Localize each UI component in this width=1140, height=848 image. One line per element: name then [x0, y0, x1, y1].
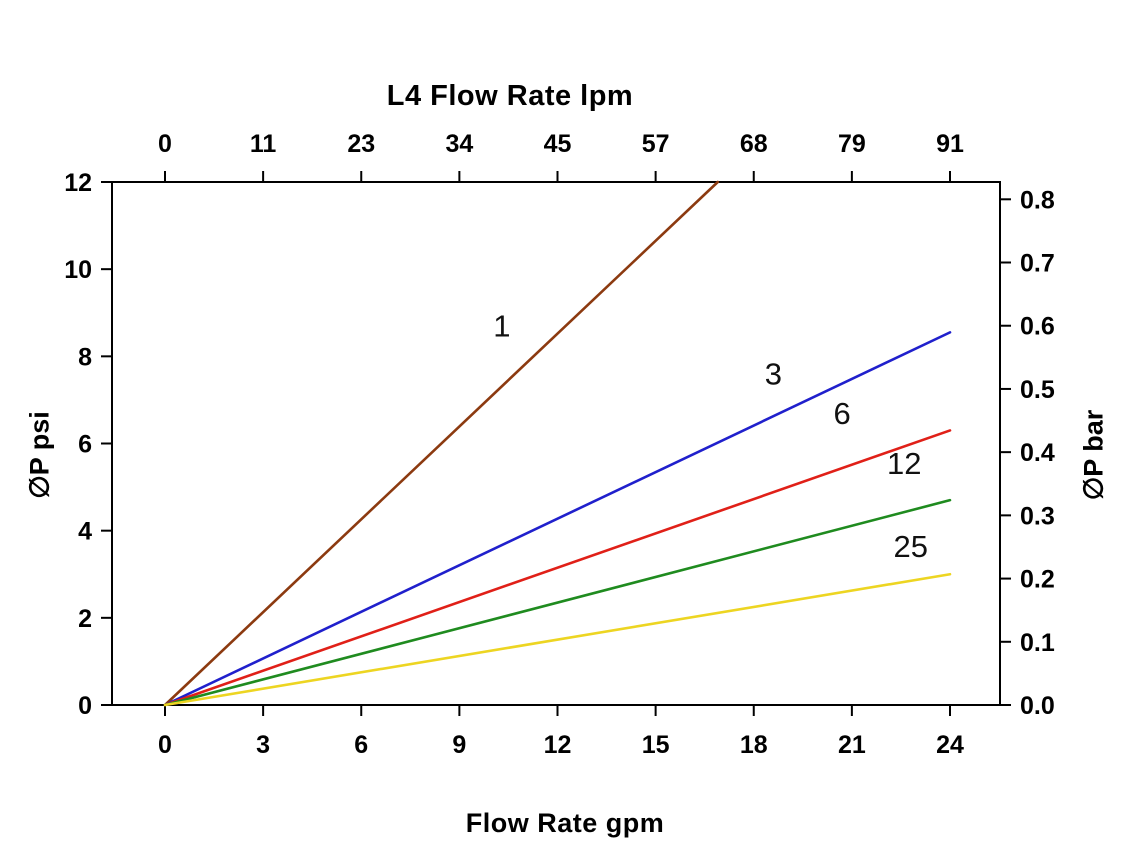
x2-axis-tick-label: 0 — [158, 130, 172, 158]
bottom-axis-title: Flow Rate gpm — [465, 808, 665, 838]
x-axis-tick-label: 12 — [544, 731, 572, 759]
x2-axis-tick-label: 91 — [936, 130, 964, 158]
x-axis-tick-label: 15 — [642, 731, 670, 759]
x2-axis-tick-label: 45 — [544, 130, 572, 158]
x-axis-tick-label: 24 — [936, 731, 964, 759]
series-label-25: 25 — [894, 529, 928, 564]
x-axis-tick-label: 3 — [256, 731, 270, 759]
series-label-1: 1 — [493, 309, 510, 344]
y-axis-tick-label: 8 — [78, 343, 92, 371]
series-label-6: 6 — [833, 396, 850, 431]
series-line-25 — [163, 572, 952, 707]
series-line-1 — [163, 180, 720, 707]
y2-axis-tick-label: 0.2 — [1020, 566, 1055, 594]
y2-axis-tick-label: 0.1 — [1020, 629, 1055, 657]
y-axis-tick-label: 6 — [78, 431, 92, 459]
right-axis-title: ∅P bar — [1078, 409, 1109, 501]
x-axis-tick-label: 6 — [354, 731, 368, 759]
y2-axis-tick-label: 0.0 — [1020, 692, 1055, 720]
left-axis-title: ∅P psi — [24, 411, 55, 499]
x2-axis-tick-label: 68 — [740, 130, 768, 158]
plot-frame — [111, 181, 1001, 706]
y-axis-tick-label: 4 — [78, 518, 92, 546]
y2-axis-tick-label: 0.5 — [1020, 376, 1055, 404]
y-axis-tick-label: 12 — [64, 169, 92, 197]
y2-axis-tick-label: 0.3 — [1020, 502, 1055, 530]
y2-axis-tick-label: 0.6 — [1020, 313, 1055, 341]
series-line-12 — [163, 498, 952, 707]
x2-axis-tick-label: 23 — [347, 130, 375, 158]
series-line-3 — [163, 331, 952, 707]
x-axis-tick-label: 9 — [452, 731, 466, 759]
y2-axis-tick-label: 0.7 — [1020, 250, 1055, 278]
x2-axis-tick-label: 57 — [642, 130, 670, 158]
series-label-12: 12 — [887, 446, 921, 481]
y2-axis-tick-label: 0.4 — [1020, 439, 1055, 467]
y-axis-tick-label: 10 — [64, 256, 92, 284]
x-axis-tick-label: 0 — [158, 731, 172, 759]
y-axis-tick-label: 2 — [78, 605, 92, 633]
y2-axis-tick-label: 0.8 — [1020, 186, 1055, 214]
x-axis-tick-label: 18 — [740, 731, 768, 759]
y-axis-tick-label: 0 — [78, 692, 92, 720]
series-line-6 — [163, 429, 952, 707]
x2-axis-tick-label: 11 — [250, 130, 277, 158]
x-axis-tick-label: 21 — [838, 731, 866, 759]
x2-axis-tick-label: 79 — [838, 130, 866, 158]
x2-axis-tick-label: 34 — [445, 130, 473, 158]
series-label-3: 3 — [765, 357, 782, 392]
top-axis-title: L4 Flow Rate lpm — [386, 80, 634, 112]
